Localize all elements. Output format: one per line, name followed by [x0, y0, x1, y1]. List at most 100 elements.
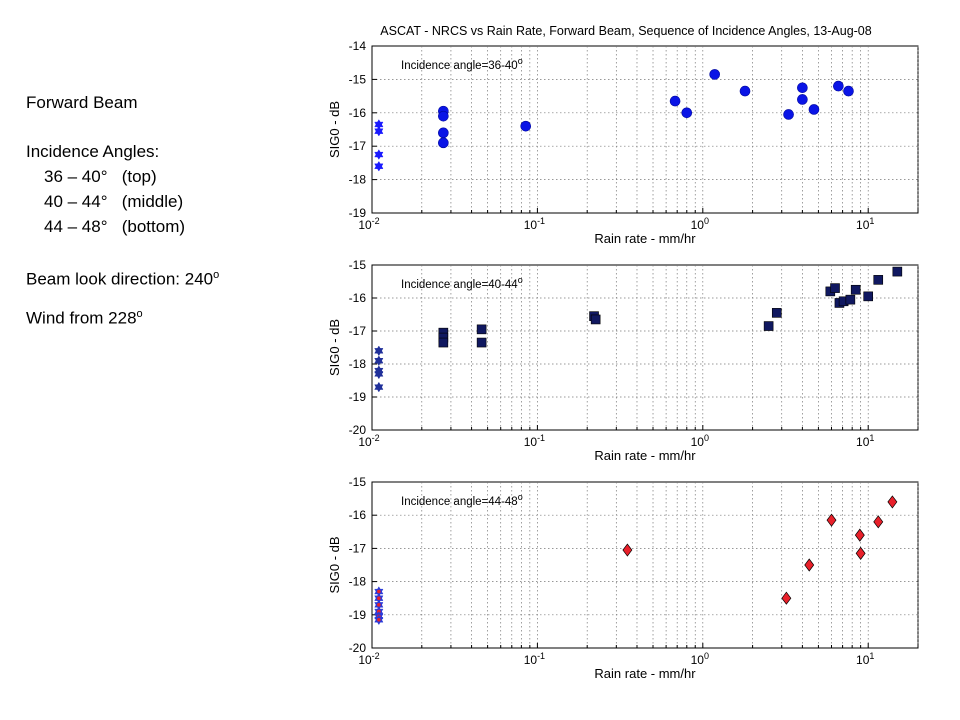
x-axis-label: Rain rate - mm/hr: [594, 666, 696, 681]
data-point: [374, 368, 384, 380]
data-point: [863, 291, 874, 302]
data-point: [438, 110, 449, 122]
chart-panel-1: -19 -18 -17 -16 -15 -14 10-2 10-1 100 101 Rain rat…: [327, 39, 919, 246]
data-point: [833, 80, 844, 92]
star-core: [377, 617, 381, 622]
data-point: [374, 381, 384, 393]
data-point: [681, 107, 693, 119]
angle-row-middle: 40 – 44° (middle): [26, 189, 219, 214]
y-tick-label: -18: [349, 357, 367, 371]
y-tick-label: -16: [349, 508, 367, 522]
incidence-annotation: Incidence angle=44-48o: [401, 492, 523, 508]
y-axis-label: SIG0 - dB: [327, 319, 342, 376]
angle-row-bottom: 44 – 48° (bottom): [26, 214, 219, 239]
data-point: [892, 266, 903, 277]
y-tick-label: -19: [349, 206, 367, 220]
data-point: [374, 614, 384, 626]
data-point: [845, 294, 856, 305]
x-tick-label: 10-2: [358, 651, 379, 667]
plot-area: [371, 481, 919, 649]
wind-direction: Wind from 228o: [26, 302, 219, 331]
data-point: [843, 85, 854, 97]
data-point: [374, 355, 384, 367]
data-point: [709, 69, 720, 80]
look-direction-sup: o: [213, 269, 220, 281]
star-core: [377, 603, 381, 607]
y-tick-label: -15: [349, 258, 367, 272]
angle-degree: °: [100, 192, 108, 211]
y-axis-label: SIG0 - dB: [327, 101, 342, 158]
star-part: [374, 121, 384, 130]
data-point: [854, 528, 865, 542]
data-point: [374, 125, 384, 137]
x-tick-label: 100: [691, 651, 709, 667]
y-tick-label: -19: [349, 390, 367, 404]
x-tick-label: 101: [856, 216, 874, 232]
data-point: [781, 591, 792, 605]
angle-position: (bottom): [121, 217, 186, 236]
star-part: [374, 384, 384, 393]
chart-title: ASCAT - NRCS vs Rain Rate, Forward Beam,…: [380, 24, 871, 38]
star-part: [374, 128, 384, 137]
y-tick-label: -18: [349, 575, 367, 589]
data-point: [438, 337, 449, 348]
wind-direction-label: Wind from 228: [26, 308, 137, 328]
look-direction-label: Beam look direction: 240: [26, 269, 214, 289]
data-point: [520, 120, 532, 132]
chart-panel-2: -20 -19 -18 -17 -16 -15 10-2 10-1 100 101 Rain rat…: [327, 258, 919, 463]
angle-degree: °: [100, 167, 108, 186]
star-core: [377, 589, 381, 594]
incidence-heading: Incidence Angles:: [26, 142, 160, 161]
data-point: [808, 104, 820, 115]
x-tick-label: 10-1: [524, 216, 545, 232]
y-tick-label: -17: [349, 324, 367, 338]
data-point: [476, 337, 487, 348]
x-tick-label: 10-2: [358, 433, 379, 449]
data-point: [783, 109, 794, 120]
angle-position: (middle): [121, 192, 184, 211]
data-point: [797, 94, 808, 105]
incidence-annotation: Incidence angle=36-40o: [401, 56, 523, 72]
angle-row-top: 36 – 40° (top): [26, 164, 219, 189]
star-part: [374, 163, 384, 172]
x-tick-label: 10-2: [358, 216, 379, 232]
y-tick-label: -17: [349, 541, 367, 555]
data-point: [771, 308, 782, 318]
star-part: [374, 371, 384, 380]
data-point: [804, 558, 815, 572]
y-tick-label: -16: [349, 291, 367, 305]
x-tick-label: 101: [856, 651, 874, 667]
y-axis-label: SIG0 - dB: [327, 536, 342, 593]
data-point: [797, 82, 808, 94]
data-point: [590, 314, 601, 325]
data-point: [826, 513, 837, 527]
y-tick-label: -17: [349, 139, 367, 153]
data-point: [873, 275, 884, 285]
y-tick-label: -15: [349, 72, 367, 86]
angle-position: (top): [121, 167, 157, 186]
data-point: [830, 283, 840, 293]
x-axis-label: Rain rate - mm/hr: [594, 448, 696, 463]
data-point: [438, 137, 449, 149]
x-tick-label: 100: [691, 216, 709, 232]
x-tick-label: 101: [856, 433, 874, 449]
incidence-annotation: Incidence angle=40-44o: [401, 275, 523, 291]
angle-range: 44 – 48: [44, 217, 101, 236]
wind-direction-sup: o: [136, 307, 143, 320]
data-point: [374, 119, 384, 130]
x-tick-label: 10-1: [524, 651, 545, 667]
plot-area: [371, 45, 919, 214]
y-tick-label: -20: [349, 641, 367, 655]
data-point: [622, 543, 633, 557]
data-point: [374, 345, 384, 357]
data-point: [855, 546, 866, 560]
y-tick-label: -20: [349, 423, 367, 437]
x-tick-label: 100: [691, 433, 709, 449]
data-point: [374, 592, 384, 604]
x-tick-label: 10-1: [524, 433, 545, 449]
angle-range: 36 – 40: [44, 167, 101, 186]
chart-panel-3: -20 -19 -18 -17 -16 -15 10-2 10-1 100 101 Rain rat…: [327, 475, 919, 681]
data-point: [669, 95, 681, 107]
data-point: [374, 149, 384, 160]
